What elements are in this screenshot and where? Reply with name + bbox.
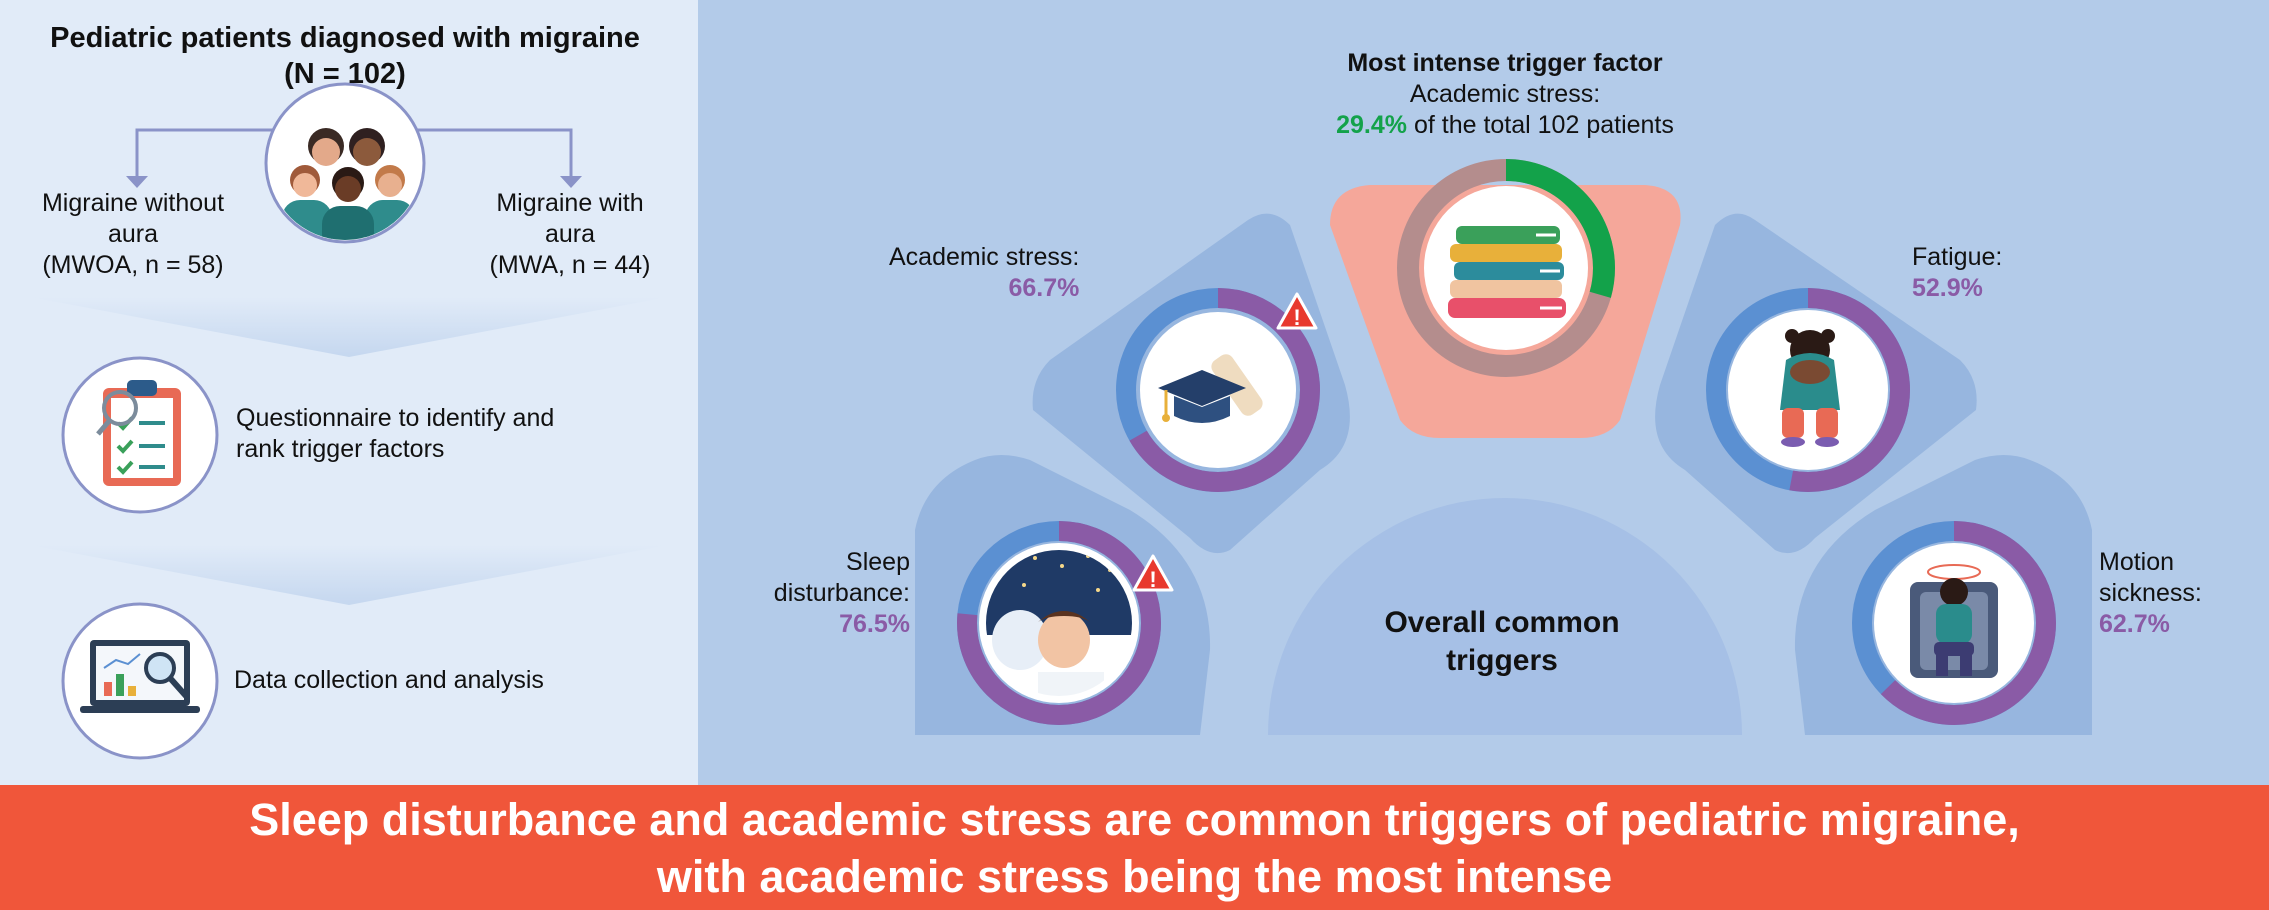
warning-icon-sleep: ! — [1132, 554, 1174, 592]
sleep-trigger-percent: 76.5% — [839, 610, 910, 638]
dizzy-child-icon — [1910, 564, 1998, 678]
clipboard-checklist-icon — [61, 356, 219, 514]
mwa-label: Migraine with aura (MWA, n = 44) — [490, 188, 651, 281]
patient-group-icon — [264, 82, 426, 244]
intense-trigger-heading: Most intense trigger factor — [1347, 49, 1663, 77]
mwa-label-line-3: (MWA, n = 44) — [489, 251, 651, 279]
books-icon — [1448, 226, 1566, 318]
academic-trigger-percent: 66.7% — [1008, 274, 1080, 302]
intense-trigger-total: of the total 102 patients — [1407, 111, 1674, 139]
academic-trigger-label: Academic stress: 66.7% — [889, 242, 1079, 304]
center-dome — [1268, 498, 1742, 735]
funnel-chevron-1 — [30, 297, 668, 357]
conclusion-banner: Sleep disturbance and academic stress ar… — [0, 785, 2269, 910]
intense-trigger-block: Most intense trigger factor Academic str… — [1336, 48, 1674, 141]
funnel-chevron-2 — [30, 545, 668, 605]
graphics-layer: ! ! — [30, 82, 2092, 760]
academic-trigger-name: Academic stress: — [889, 243, 1080, 271]
study-title-line-1: Pediatric patients diagnosed with migrai… — [50, 22, 640, 54]
mwoa-label-line-1: Migraine without — [41, 189, 225, 217]
motion-trigger-name-line-2: sickness: — [2099, 579, 2202, 607]
warning-icon-academic: ! — [1276, 292, 1318, 330]
mwoa-label-line-2: aura — [107, 220, 159, 248]
laptop-analysis-icon — [61, 602, 219, 760]
motion-trigger-percent: 62.7% — [2099, 610, 2170, 638]
intense-percent-arc — [1397, 159, 1615, 377]
analysis-step-label: Data collection and analysis — [234, 666, 544, 694]
motion-percent-arc — [1852, 521, 2056, 725]
intense-trigger-stat: 29.4% of the total 102 patients — [1336, 110, 1674, 141]
motion-trigger-label: Motion sickness: 62.7% — [2099, 547, 2202, 640]
study-title: Pediatric patients diagnosed with migrai… — [50, 20, 640, 92]
tired-child-icon — [1780, 329, 1840, 447]
mwa-label-line-1: Migraine with — [496, 189, 644, 217]
intense-trigger-name: Academic stress: — [1409, 80, 1601, 108]
academic-percent-arc — [1116, 288, 1320, 492]
questionnaire-step-line-2: rank trigger factors — [236, 435, 445, 463]
conclusion-line-1: Sleep disturbance and academic stress ar… — [249, 794, 2020, 845]
branch-connector — [135, 128, 573, 180]
intense-trigger-percent: 29.4% — [1336, 111, 1408, 139]
questionnaire-step-label: Questionnaire to identify and rank trigg… — [236, 403, 554, 465]
overall-triggers-label: Overall common triggers — [1384, 604, 1619, 680]
sleep-percent-arc — [957, 521, 1161, 725]
fatigue-trigger-percent: 52.9% — [1912, 274, 1983, 302]
conclusion-line-2: with academic stress being the most inte… — [656, 851, 1613, 902]
branch-arrow-left — [126, 176, 148, 188]
motion-trigger-name-line-1: Motion — [2099, 548, 2175, 576]
svg-text:!: ! — [1293, 305, 1300, 330]
branch-arrow-right — [560, 176, 582, 188]
svg-text:!: ! — [1149, 567, 1156, 592]
sleep-trigger-name-line-1: Sleep — [846, 548, 910, 576]
mwoa-label: Migraine without aura (MWOA, n = 58) — [42, 188, 224, 281]
questionnaire-step-line-1: Questionnaire to identify and — [236, 404, 555, 432]
fatigue-trigger-label: Fatigue: 52.9% — [1912, 242, 2002, 304]
fatigue-trigger-name: Fatigue: — [1912, 243, 2003, 271]
study-title-line-2: (N = 102) — [284, 58, 406, 90]
overall-triggers-line-2: triggers — [1446, 644, 1558, 677]
overall-triggers-line-1: Overall common — [1384, 606, 1620, 639]
sleep-trigger-label: Sleep disturbance: 76.5% — [760, 547, 910, 640]
mwa-label-line-2: aura — [544, 220, 596, 248]
mwoa-label-line-3: (MWOA, n = 58) — [42, 251, 224, 279]
graduation-cap-icon — [1158, 354, 1263, 423]
fatigue-percent-arc — [1706, 288, 1910, 492]
sleep-trigger-name-line-2: disturbance: — [773, 579, 910, 607]
